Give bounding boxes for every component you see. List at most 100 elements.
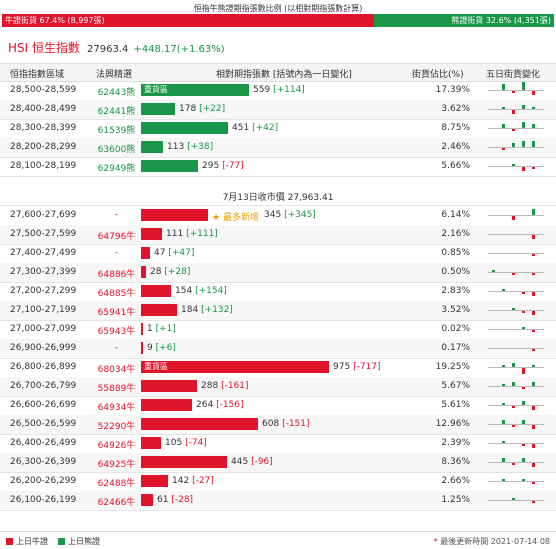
sparkline-bar <box>512 406 515 408</box>
header-range: 恒指指數區域 <box>10 70 65 80</box>
header-pct: 街貨佔比(%) <box>412 70 464 80</box>
sparkline-bar <box>532 273 535 275</box>
value-change: [-96] <box>251 457 273 467</box>
product-code[interactable]: 64886牛 <box>97 270 136 280</box>
sparkline-baseline <box>488 234 544 235</box>
product-code[interactable]: 64934牛 <box>97 403 136 413</box>
sparkline-bar <box>522 368 525 374</box>
five-day-sparkline <box>486 377 546 396</box>
contract-value: 178 [+22] <box>179 104 225 114</box>
contract-value: 451 [+42] <box>232 123 278 133</box>
sparkline-bar <box>532 406 535 410</box>
value-change: [-156] <box>216 400 244 410</box>
sparkline-bar <box>502 124 505 128</box>
last-updated: * 最後更新時間 2021-07-14 08 <box>434 536 550 547</box>
value-number: 28 <box>150 267 162 277</box>
table-row: 26,700-26,799 55889牛 288 [-161] 5.67% <box>0 377 556 397</box>
index-summary: HSI 恒生指數 27963.4 +448.17(+1.63%) <box>8 39 225 55</box>
value-change: [+111] <box>186 229 218 239</box>
header-five-day: 五日街貨變化 <box>486 70 541 80</box>
sparkline-baseline <box>488 215 544 216</box>
five-day-sparkline <box>486 138 546 157</box>
sparkline-bar <box>532 330 535 332</box>
legend-bear-label: 上日熊證 <box>68 537 100 546</box>
product-code: - <box>114 210 119 220</box>
annotation-text: 最多新增 <box>222 213 259 223</box>
share-percent: 3.52% <box>441 305 470 315</box>
sparkline-baseline <box>488 500 544 501</box>
header-code: 法興精選 <box>96 70 133 80</box>
sparkline-bar <box>502 289 505 291</box>
range-cell: 27,400-27,499 <box>10 248 77 258</box>
sparkline-baseline <box>488 291 544 292</box>
share-percent: 6.14% <box>441 210 470 220</box>
relative-bar <box>141 323 143 335</box>
product-code[interactable]: 63600熊 <box>97 145 136 155</box>
relative-bar <box>141 247 150 259</box>
bull-bear-ratio-bar: 牛證街貨 67.4% (8,997張) 熊證街貨 32.6% (4,351張) <box>2 14 554 27</box>
sparkline-bar <box>512 382 515 386</box>
table-row: 27,500-27,599 64796牛 111 [+111] 2.16% <box>0 225 556 245</box>
contract-value: 559 [+114] <box>253 85 305 95</box>
product-code[interactable]: 68034牛 <box>97 365 136 375</box>
product-code[interactable]: 62441熊 <box>97 107 136 117</box>
value-number: 9 <box>147 343 153 353</box>
product-code[interactable]: 62443熊 <box>97 88 136 98</box>
sparkline-bar <box>532 382 535 386</box>
relative-bar <box>141 399 192 411</box>
product-code[interactable]: 65941牛 <box>97 308 136 318</box>
share-percent: 2.83% <box>441 286 470 296</box>
contract-value: 105 [-74] <box>165 438 207 448</box>
sparkline-bar <box>532 141 535 147</box>
sparkline-bar <box>532 365 535 367</box>
legend: 上日牛證 上日熊證 * 最後更新時間 2021-07-14 08 <box>0 531 556 549</box>
range-cell: 28,100-28,199 <box>10 161 77 171</box>
sparkline-bar <box>532 167 535 169</box>
star-icon: ★ <box>212 213 221 223</box>
relative-bar <box>141 209 208 221</box>
last-updated-label: 最後更新時間 <box>440 537 489 546</box>
sparkline-bar <box>532 425 535 429</box>
five-day-sparkline <box>486 282 546 301</box>
product-code[interactable]: 64796牛 <box>97 232 136 242</box>
table-row: 26,200-26,299 62488牛 142 [-27] 2.66% <box>0 472 556 492</box>
value-change: [+132] <box>201 305 233 315</box>
product-code[interactable]: 62466牛 <box>97 498 136 508</box>
sparkline-bar <box>522 122 525 128</box>
table-row: 26,400-26,499 64926牛 105 [-74] 2.39% <box>0 434 556 454</box>
product-code[interactable]: 55889牛 <box>97 384 136 394</box>
range-cell: 27,200-27,299 <box>10 286 77 296</box>
sparkline-baseline <box>488 166 544 167</box>
value-number: 142 <box>172 476 190 486</box>
range-cell: 26,400-26,499 <box>10 438 77 448</box>
sparkline-baseline <box>488 147 544 148</box>
product-code: - <box>114 248 119 258</box>
contract-value: 295 [-77] <box>202 161 244 171</box>
product-code[interactable]: 64926牛 <box>97 441 136 451</box>
range-cell: 28,300-28,399 <box>10 123 77 133</box>
share-percent: 0.17% <box>441 343 470 353</box>
sparkline-baseline <box>488 272 544 273</box>
last-updated-time: 2021-07-14 08 <box>490 537 550 546</box>
share-percent: 5.66% <box>441 161 470 171</box>
product-code[interactable]: 62949熊 <box>97 164 136 174</box>
product-code[interactable]: 62488牛 <box>97 479 136 489</box>
value-change: [+47] <box>168 248 195 258</box>
product-code[interactable]: 65943牛 <box>97 327 136 337</box>
product-code[interactable]: 64925牛 <box>97 460 136 470</box>
share-percent: 0.85% <box>441 248 470 258</box>
sparkline-baseline <box>488 329 544 330</box>
sparkline-bar <box>532 91 535 95</box>
share-percent: 0.50% <box>441 267 470 277</box>
product-code[interactable]: 52290牛 <box>97 422 136 432</box>
product-code[interactable]: 64885牛 <box>97 289 136 299</box>
value-number: 264 <box>196 400 214 410</box>
sparkline-baseline <box>488 405 544 406</box>
range-cell: 28,200-28,299 <box>10 142 77 152</box>
share-percent: 2.66% <box>441 476 470 486</box>
product-code[interactable]: 61539熊 <box>97 126 136 136</box>
sparkline-baseline <box>488 109 544 110</box>
sparkline-bar <box>522 444 525 446</box>
index-name: HSI 恒生指數 <box>8 41 80 55</box>
sparkline-bar <box>512 110 515 114</box>
